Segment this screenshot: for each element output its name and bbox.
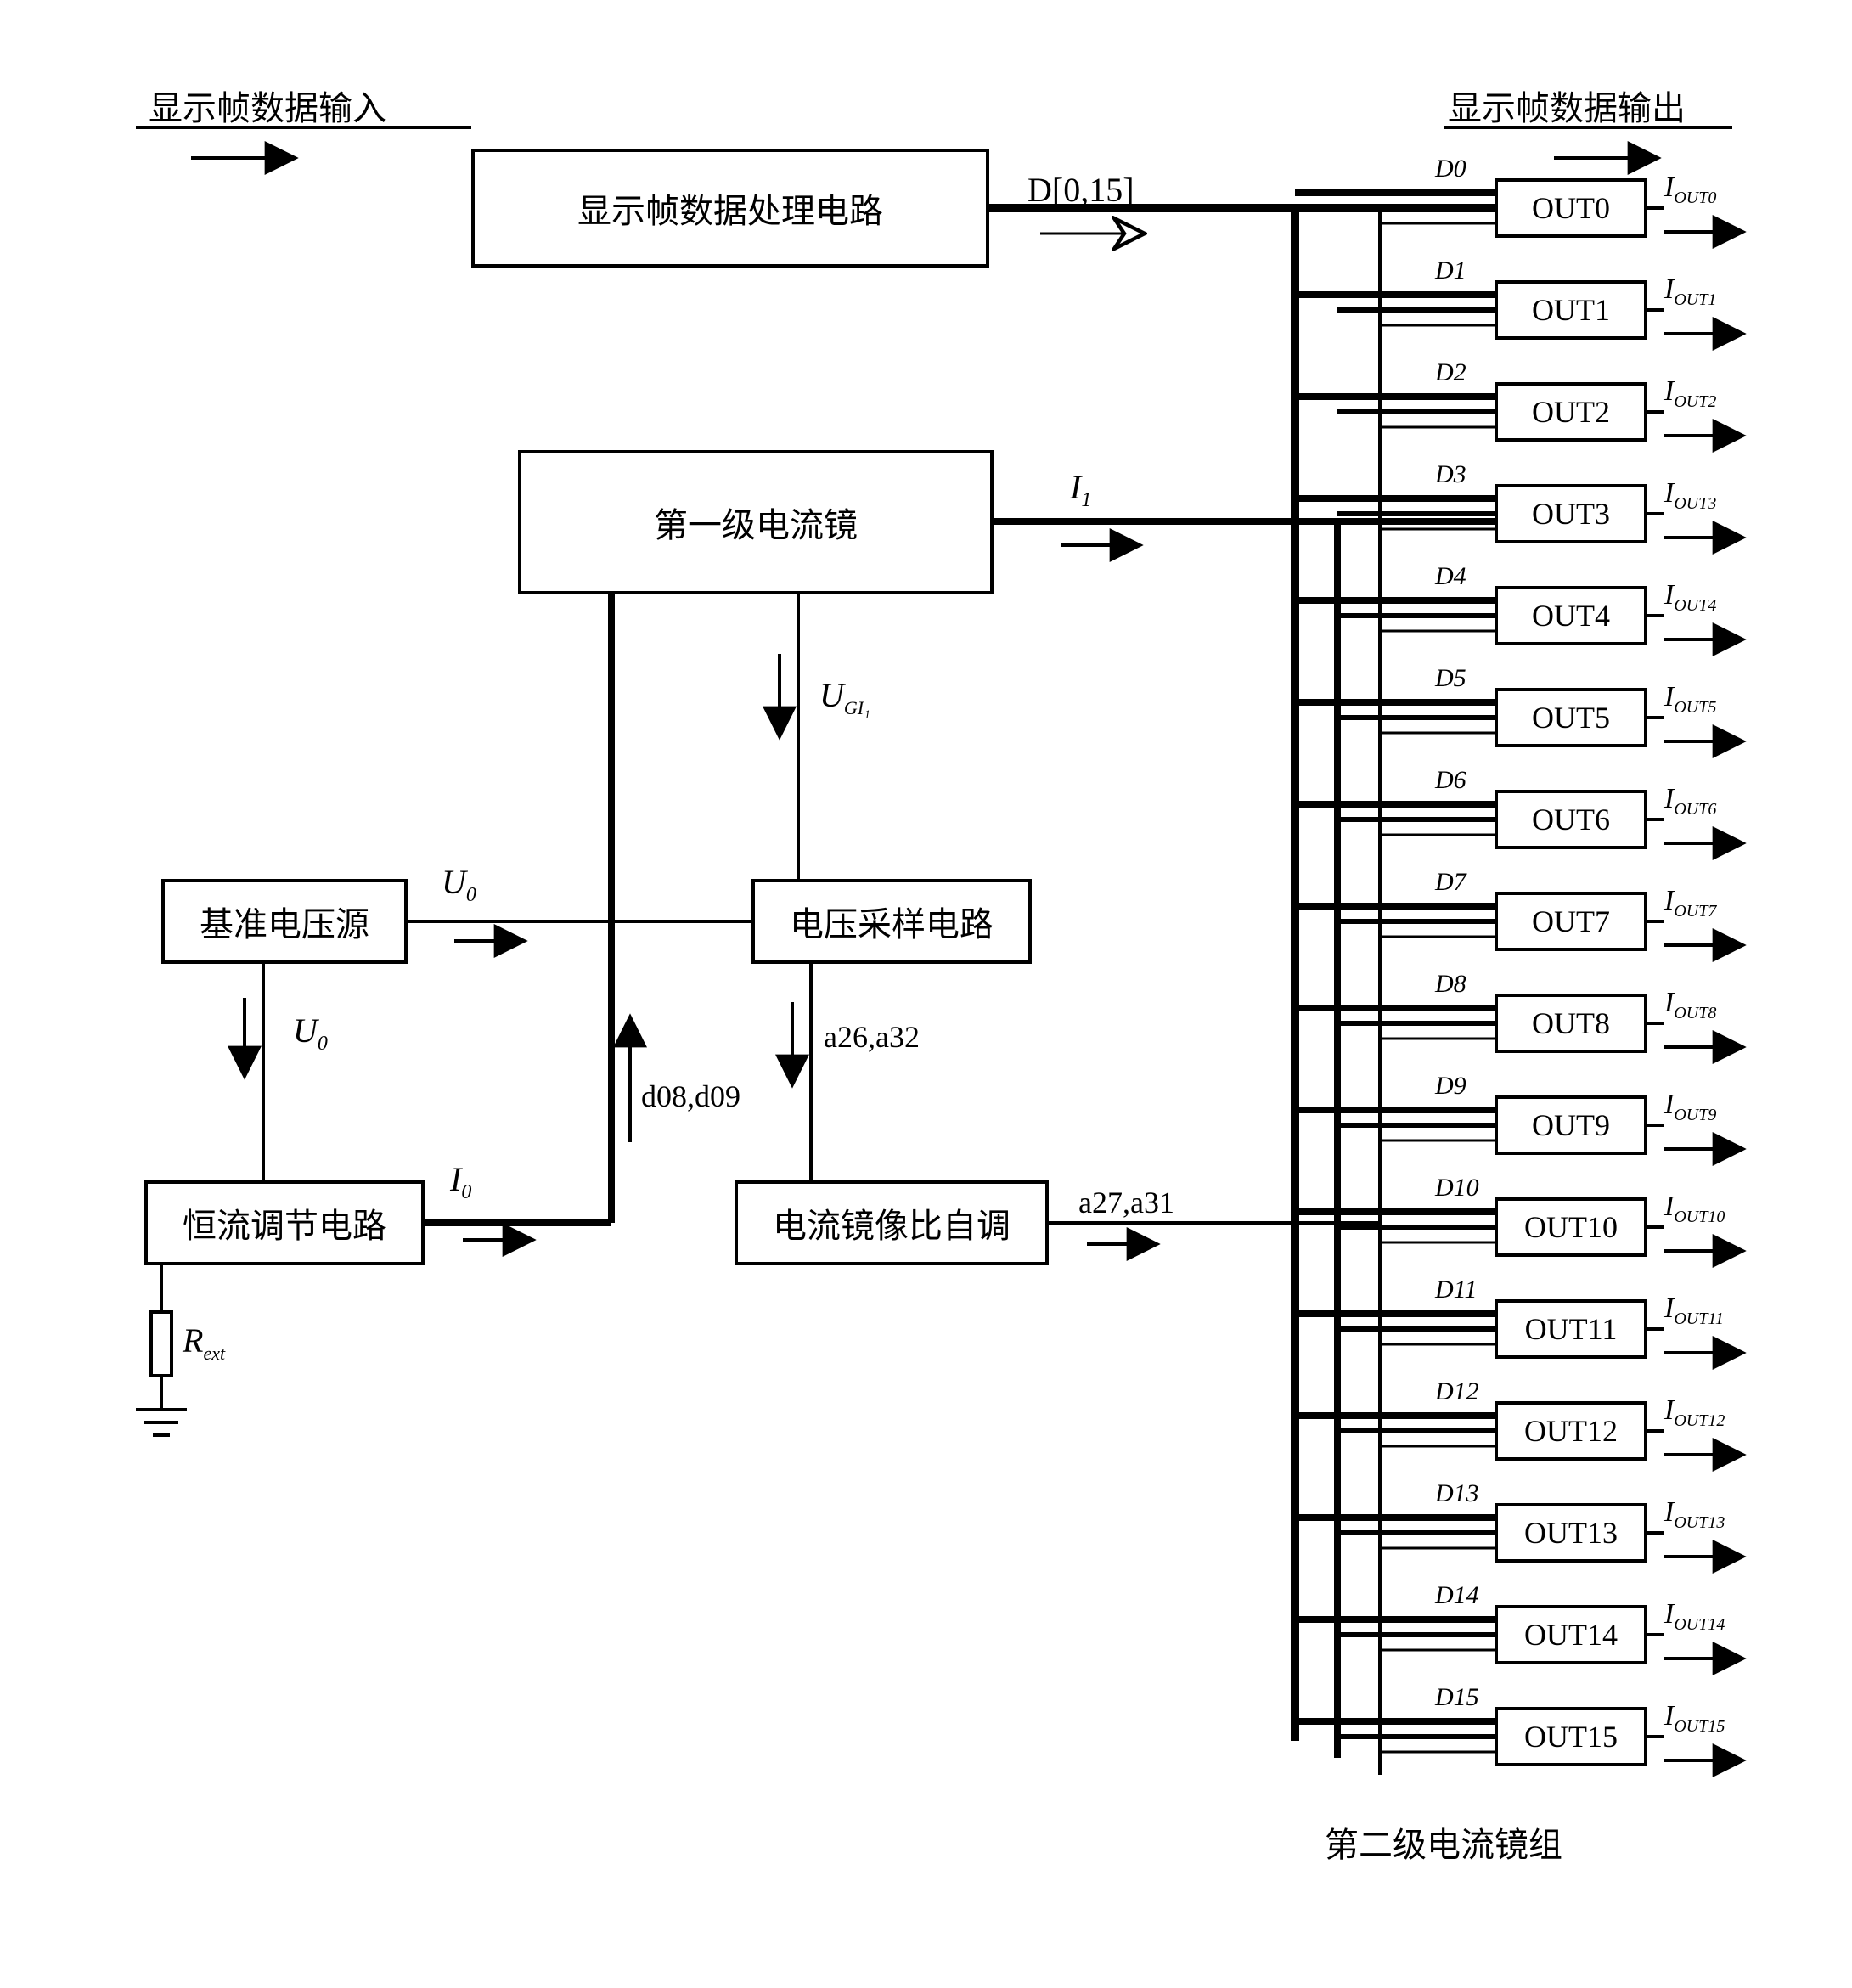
out-box-10: OUT10 bbox=[1495, 1197, 1647, 1257]
out-box-15: OUT15 bbox=[1495, 1707, 1647, 1766]
out-i-label-13: IOUT13 bbox=[1664, 1496, 1725, 1533]
label-d-bus: D[0,15] bbox=[1027, 170, 1134, 210]
label-ugi: UGI₁ bbox=[819, 675, 870, 719]
label-u0-v: U0 bbox=[293, 1011, 328, 1056]
label-i1: I1 bbox=[1070, 467, 1091, 512]
block-mirror1-label: 第一级电流镜 bbox=[654, 498, 858, 547]
out-box-7: OUT7 bbox=[1495, 892, 1647, 951]
block-frame-proc-label: 显示帧数据处理电路 bbox=[577, 183, 883, 233]
out-i-label-8: IOUT8 bbox=[1664, 987, 1716, 1023]
out-i-label-9: IOUT9 bbox=[1664, 1089, 1716, 1125]
out-box-0: OUT0 bbox=[1495, 178, 1647, 238]
out-i-label-1: IOUT1 bbox=[1664, 273, 1716, 310]
block-ratio-adj: 电流镜像比自调 bbox=[735, 1180, 1049, 1265]
label-rext: Rext bbox=[183, 1321, 225, 1365]
out-box-3: OUT3 bbox=[1495, 484, 1647, 543]
out-box-9: OUT9 bbox=[1495, 1095, 1647, 1155]
out-box-8: OUT8 bbox=[1495, 994, 1647, 1053]
block-vref-label: 基准电压源 bbox=[200, 897, 369, 946]
out-i-label-7: IOUT7 bbox=[1664, 885, 1716, 921]
label-a27a31: a27,a31 bbox=[1078, 1185, 1174, 1220]
out-d-label-6: D6 bbox=[1435, 766, 1466, 795]
out-i-label-12: IOUT12 bbox=[1664, 1394, 1725, 1431]
out-box-5: OUT5 bbox=[1495, 688, 1647, 747]
block-frame-proc: 显示帧数据处理电路 bbox=[471, 149, 989, 268]
out-i-label-0: IOUT0 bbox=[1664, 172, 1716, 208]
out-i-label-3: IOUT3 bbox=[1664, 477, 1716, 514]
out-d-label-10: D10 bbox=[1435, 1174, 1479, 1202]
out-box-4: OUT4 bbox=[1495, 586, 1647, 645]
out-d-label-2: D2 bbox=[1435, 358, 1466, 387]
block-vsamp-label: 电压采样电路 bbox=[790, 897, 994, 946]
out-i-label-11: IOUT11 bbox=[1664, 1292, 1724, 1329]
block-ratio-adj-label: 电流镜像比自调 bbox=[773, 1198, 1010, 1247]
out-box-13: OUT13 bbox=[1495, 1503, 1647, 1563]
out-box-1: OUT1 bbox=[1495, 280, 1647, 340]
out-i-label-10: IOUT10 bbox=[1664, 1191, 1725, 1227]
label-mirror2-group: 第二级电流镜组 bbox=[1325, 1817, 1562, 1867]
label-d08d09: d08,d09 bbox=[641, 1078, 740, 1114]
out-box-6: OUT6 bbox=[1495, 790, 1647, 849]
out-d-label-5: D5 bbox=[1435, 664, 1466, 693]
label-input: 显示帧数据输入 bbox=[149, 81, 386, 130]
out-d-label-3: D3 bbox=[1435, 460, 1466, 489]
block-cc-reg-label: 恒流调节电路 bbox=[183, 1198, 386, 1247]
out-box-2: OUT2 bbox=[1495, 382, 1647, 442]
block-vsamp: 电压采样电路 bbox=[751, 879, 1032, 964]
label-u0-h: U0 bbox=[442, 862, 476, 907]
out-box-11: OUT11 bbox=[1495, 1299, 1647, 1359]
out-i-label-5: IOUT5 bbox=[1664, 681, 1716, 718]
block-cc-reg: 恒流调节电路 bbox=[144, 1180, 425, 1265]
out-d-label-13: D13 bbox=[1435, 1479, 1479, 1508]
out-d-label-0: D0 bbox=[1435, 155, 1466, 183]
out-d-label-8: D8 bbox=[1435, 970, 1466, 999]
out-i-label-6: IOUT6 bbox=[1664, 783, 1716, 819]
circuit-block-diagram: 显示帧数据输入 显示帧数据输出 显示帧数据处理电路 第一级电流镜 基准电压源 电… bbox=[0, 0, 1852, 1988]
out-d-label-9: D9 bbox=[1435, 1072, 1466, 1101]
out-d-label-7: D7 bbox=[1435, 868, 1466, 897]
out-d-label-15: D15 bbox=[1435, 1683, 1479, 1712]
label-i0: I0 bbox=[450, 1159, 471, 1204]
label-a26a32: a26,a32 bbox=[824, 1019, 920, 1055]
out-box-12: OUT12 bbox=[1495, 1401, 1647, 1461]
out-box-14: OUT14 bbox=[1495, 1605, 1647, 1664]
block-mirror1: 第一级电流镜 bbox=[518, 450, 994, 594]
label-output: 显示帧数据输出 bbox=[1448, 81, 1686, 130]
out-i-label-14: IOUT14 bbox=[1664, 1598, 1725, 1635]
out-d-label-14: D14 bbox=[1435, 1581, 1479, 1610]
block-vref: 基准电压源 bbox=[161, 879, 408, 964]
out-d-label-1: D1 bbox=[1435, 256, 1466, 285]
out-d-label-4: D4 bbox=[1435, 562, 1466, 591]
out-i-label-15: IOUT15 bbox=[1664, 1700, 1725, 1737]
out-d-label-12: D12 bbox=[1435, 1377, 1479, 1406]
out-i-label-2: IOUT2 bbox=[1664, 375, 1716, 412]
out-d-label-11: D11 bbox=[1435, 1276, 1477, 1304]
out-i-label-4: IOUT4 bbox=[1664, 579, 1716, 616]
